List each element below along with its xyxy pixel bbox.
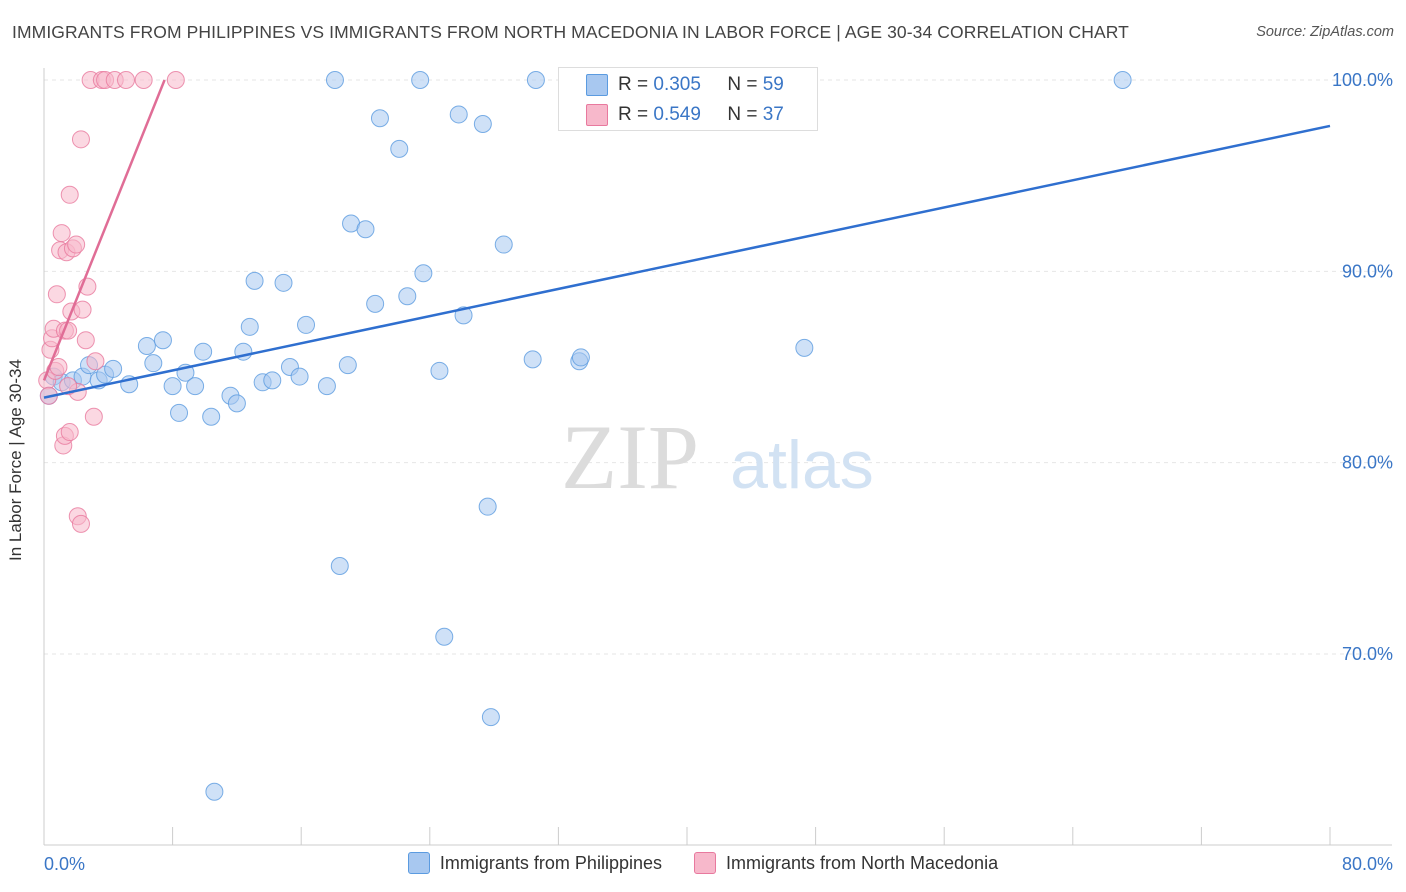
point-philippines — [330, 556, 349, 575]
point-north-macedonia — [71, 130, 90, 149]
stats-swatch-philippines — [586, 73, 608, 96]
stats-r-label: R = — [618, 73, 654, 95]
legend: Immigrants from Philippines Immigrants f… — [0, 852, 1406, 874]
y-tick-label: 100.0% — [1332, 70, 1393, 90]
grid-lines — [44, 79, 1392, 655]
trend-line-philippines — [43, 124, 1331, 399]
legend-item-north-macedonia[interactable]: Immigrants from North Macedonia — [693, 852, 999, 874]
point-philippines — [202, 407, 221, 426]
legend-label-philippines: Immigrants from Philippines — [439, 852, 662, 873]
point-philippines — [526, 71, 545, 89]
point-philippines — [435, 627, 454, 646]
watermark-atlas: atlas — [730, 427, 874, 503]
point-philippines — [227, 394, 246, 413]
y-axis-label: In Labor Force | Age 30-34 — [6, 359, 25, 561]
point-philippines — [571, 348, 590, 367]
stats-n-value: 37 — [762, 103, 784, 125]
point-philippines — [390, 139, 409, 158]
point-philippines — [170, 403, 189, 422]
stats-n-label: N = — [727, 103, 763, 125]
stats-r-value: 0.305 — [653, 73, 701, 95]
point-north-macedonia — [76, 331, 95, 350]
point-philippines — [194, 342, 213, 361]
point-north-macedonia — [73, 300, 92, 319]
axes — [43, 68, 1392, 846]
point-philippines — [205, 782, 224, 801]
legend-swatch-philippines — [407, 852, 430, 874]
point-philippines — [245, 271, 264, 290]
point-philippines — [370, 109, 389, 128]
point-north-macedonia — [71, 514, 90, 533]
point-philippines — [290, 367, 309, 386]
legend-item-philippines[interactable]: Immigrants from Philippines — [407, 852, 662, 874]
point-philippines — [478, 497, 497, 516]
stats-r-value: 0.549 — [653, 103, 701, 125]
x-tick-label: 80.0% — [1342, 854, 1393, 874]
point-north-macedonia — [84, 407, 103, 426]
point-philippines — [297, 315, 316, 334]
point-philippines — [274, 273, 293, 292]
chart-title: IMMIGRANTS FROM PHILIPPINES VS IMMIGRANT… — [12, 22, 1129, 42]
y-tick-label: 70.0% — [1342, 644, 1393, 664]
point-north-macedonia — [86, 352, 105, 371]
point-north-macedonia — [134, 71, 153, 89]
point-north-macedonia — [60, 185, 79, 204]
point-philippines — [144, 354, 163, 373]
point-philippines — [449, 105, 468, 124]
point-philippines — [240, 317, 259, 336]
tick-labels: 70.0% 80.0% 90.0% 100.0% 0.0% 80.0% — [44, 70, 1393, 874]
point-philippines — [473, 115, 492, 134]
trend-lines — [42, 79, 1331, 399]
stats-n-label: N = — [727, 73, 763, 95]
point-philippines — [494, 235, 513, 254]
point-philippines — [104, 359, 123, 378]
legend-label-north-macedonia: Immigrants from North Macedonia — [725, 852, 999, 873]
point-north-macedonia — [116, 71, 135, 89]
point-philippines — [411, 71, 430, 89]
point-philippines — [163, 377, 182, 396]
stats-swatch-north-macedonia — [586, 103, 608, 126]
source-label: Source: ZipAtlas.com — [1256, 24, 1394, 40]
watermark: ZIP atlas — [561, 406, 874, 508]
y-tick-label: 80.0% — [1342, 453, 1393, 473]
point-philippines — [137, 336, 156, 355]
data-points — [38, 71, 1132, 801]
point-philippines — [795, 338, 814, 357]
point-philippines — [317, 377, 336, 396]
point-philippines — [481, 708, 500, 727]
x-tick-label: 0.0% — [44, 854, 85, 874]
point-philippines — [153, 331, 172, 350]
point-north-macedonia — [166, 71, 185, 89]
legend-swatch-north-macedonia — [693, 852, 716, 874]
point-philippines — [398, 287, 417, 306]
watermark-zip: ZIP — [561, 406, 699, 508]
point-philippines — [325, 71, 344, 89]
point-philippines — [366, 294, 385, 313]
y-tick-label: 90.0% — [1342, 261, 1393, 281]
point-philippines — [263, 371, 282, 390]
point-north-macedonia — [52, 224, 71, 243]
stats-r-label: R = — [618, 103, 654, 125]
stats-row-philippines: R = 0.305 N = 59 — [559, 71, 817, 98]
point-north-macedonia — [47, 285, 66, 304]
stats-box: R = 0.305 N = 59 R = 0.549 N = 37 — [558, 67, 818, 131]
point-philippines — [338, 356, 357, 375]
point-philippines — [1113, 71, 1132, 89]
point-philippines — [523, 350, 542, 369]
point-philippines — [414, 264, 433, 283]
point-north-macedonia — [67, 235, 86, 254]
point-north-macedonia — [60, 423, 79, 442]
point-philippines — [356, 220, 375, 239]
stats-row-north-macedonia: R = 0.549 N = 37 — [559, 101, 817, 128]
stats-n-value: 59 — [762, 73, 784, 95]
point-philippines — [430, 361, 449, 380]
trend-line-north-macedonia — [42, 79, 166, 381]
point-philippines — [186, 377, 205, 396]
